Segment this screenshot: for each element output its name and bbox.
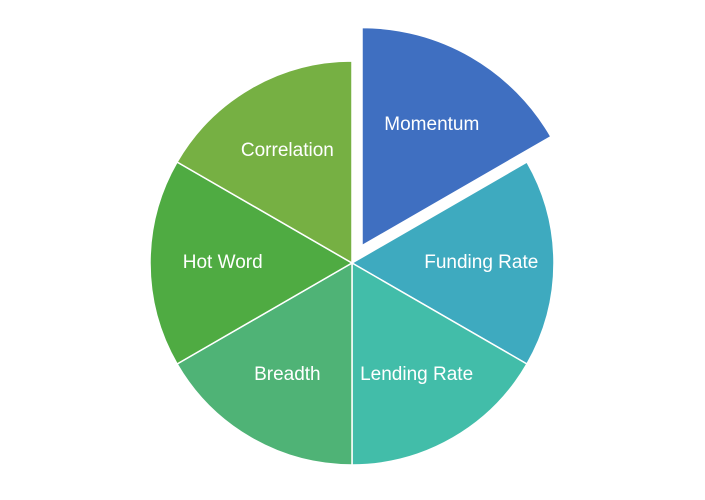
pie-svg: Momentum Funding Rate Lending Rate Breadth H… [0, 0, 705, 500]
slice-label: Lending Rate [360, 364, 473, 385]
pie-chart: Momentum Funding Rate Lending Rate Breadth H… [0, 0, 705, 500]
slice-label: Correlation [241, 140, 334, 161]
slice-label: Momentum [384, 114, 479, 135]
slice-label: Hot Word [183, 252, 263, 273]
slice-label: Breadth [254, 364, 321, 385]
slice-label: Funding Rate [424, 252, 538, 273]
